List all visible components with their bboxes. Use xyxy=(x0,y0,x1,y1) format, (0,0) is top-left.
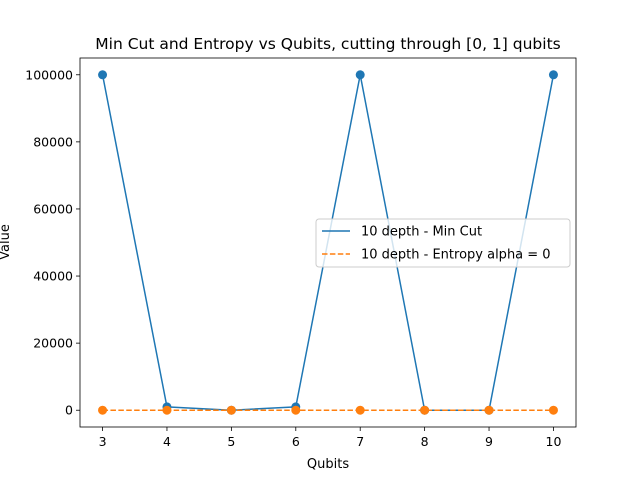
legend-box xyxy=(315,218,571,268)
y-axis-label: Value xyxy=(0,224,13,260)
chart-title: Min Cut and Entropy vs Qubits, cutting t… xyxy=(95,35,560,53)
y-tick-label: 80000 xyxy=(33,134,73,149)
legend-label-2: 10 depth - Entropy alpha = 0 xyxy=(361,248,551,263)
y-tick-label: 100000 xyxy=(25,67,73,82)
data-point-series-2-5 xyxy=(226,405,236,415)
x-axis-label: Qubits xyxy=(307,457,349,472)
x-tick-label: 3 xyxy=(99,434,107,449)
legend: 10 depth - Min Cut 10 depth - Entropy alp… xyxy=(315,218,571,268)
x-tick-label: 4 xyxy=(163,434,171,449)
data-point-series-2-9 xyxy=(484,405,494,415)
y-tick-label: 40000 xyxy=(33,269,73,284)
data-point-series-2-8 xyxy=(420,405,430,415)
data-point-series-2-4 xyxy=(162,405,172,415)
data-point-series-1-3 xyxy=(98,70,108,80)
data-point-series-2-7 xyxy=(355,405,365,415)
x-tick-label: 10 xyxy=(546,434,562,449)
axes-frame xyxy=(79,57,577,428)
x-tick-label: 7 xyxy=(356,434,364,449)
x-tick-label: 6 xyxy=(292,434,300,449)
data-point-series-2-6 xyxy=(291,405,301,415)
x-tick-label: 5 xyxy=(227,434,235,449)
legend-label-1: 10 depth - Min Cut xyxy=(361,225,482,240)
data-point-series-1-7 xyxy=(355,70,365,80)
x-tick-label: 9 xyxy=(485,434,493,449)
y-tick-label: 0 xyxy=(65,403,73,418)
data-point-series-2-10 xyxy=(548,405,558,415)
x-tick-label: 8 xyxy=(421,434,429,449)
y-tick-label: 60000 xyxy=(33,201,73,216)
data-point-series-2-3 xyxy=(98,405,108,415)
plot-area: 3 4 5 6 7 8 9 10 0 20000 40000 60000 80000 100000 xyxy=(25,57,577,449)
y-tick-label: 20000 xyxy=(33,336,73,351)
data-point-series-1-10 xyxy=(548,70,558,80)
